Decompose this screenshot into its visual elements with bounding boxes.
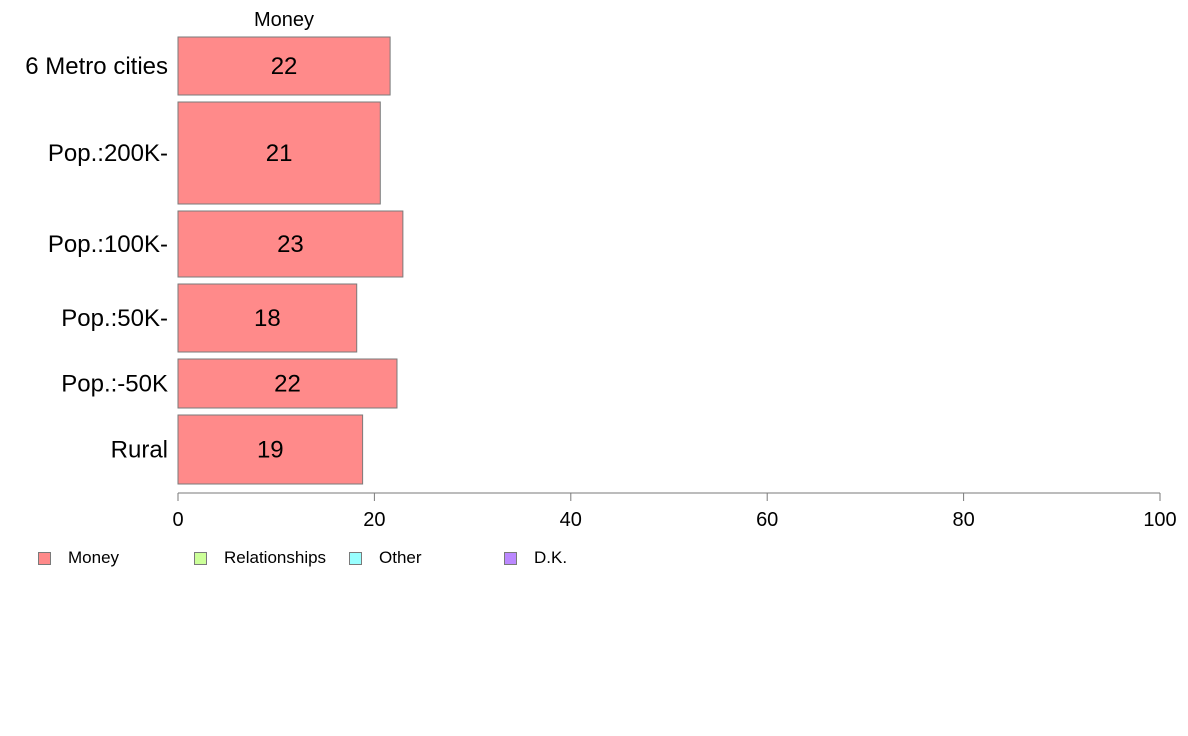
legend-swatch-other	[349, 551, 362, 565]
x-tick-label-20: 20	[363, 509, 385, 531]
legend-swatch-money	[38, 551, 51, 565]
category-label-pop-200k: Pop.:200K-	[48, 140, 168, 167]
bar-value-label-pop-50k: 18	[254, 305, 281, 332]
legend-item-dk: D.K.	[504, 548, 567, 568]
legend-swatch-relationships	[194, 551, 207, 565]
panel-title: Money	[254, 9, 314, 31]
legend-label-other: Other	[379, 548, 422, 567]
x-tick-label-60: 60	[756, 509, 778, 531]
bar-pop-100k	[177, 210, 404, 278]
x-axis: 0 20 40 60 80 100	[172, 492, 1177, 531]
bar-6-metro-cities	[177, 36, 391, 96]
legend-item-relationships: Relationships	[194, 548, 326, 568]
bar-value-label-rural: 19	[257, 437, 284, 464]
legend-item-money: Money	[38, 548, 119, 568]
bar-pop-200k	[177, 101, 381, 205]
category-label-rural: Rural	[111, 437, 168, 464]
bar-value-label-pop-100k: 23	[277, 231, 304, 258]
bar-pop-50k	[177, 358, 398, 409]
legend-label-money: Money	[68, 548, 120, 567]
legend-label-dk: D.K.	[534, 548, 568, 567]
bar-pop-50k	[177, 283, 358, 353]
x-tick-label-100: 100	[1143, 509, 1176, 531]
legend-label-relationships: Relationships	[224, 548, 327, 567]
category-label-6-metro-cities: 6 Metro cities	[25, 53, 168, 80]
bar-value-label-pop-50k: 22	[274, 371, 301, 398]
x-tick-label-40: 40	[560, 509, 582, 531]
bar-value-label-6-metro-cities: 22	[271, 53, 298, 80]
legend-item-other: Other	[349, 548, 422, 568]
x-tick-label-80: 80	[952, 509, 974, 531]
bar-value-label-pop-200k: 21	[266, 140, 293, 167]
bar-rural	[177, 414, 364, 485]
x-tick-label-0: 0	[172, 509, 183, 531]
category-label-pop-100k: Pop.:100K-	[48, 231, 168, 258]
bars-layer: 6 Metro cities 22 Pop.:200K- 21 Pop.:100K- 23…	[25, 36, 404, 485]
category-label-pop-50k: Pop.:-50K	[61, 371, 168, 398]
legend-swatch-dk	[504, 551, 517, 565]
category-label-pop-50k: Pop.:50K-	[61, 305, 168, 332]
